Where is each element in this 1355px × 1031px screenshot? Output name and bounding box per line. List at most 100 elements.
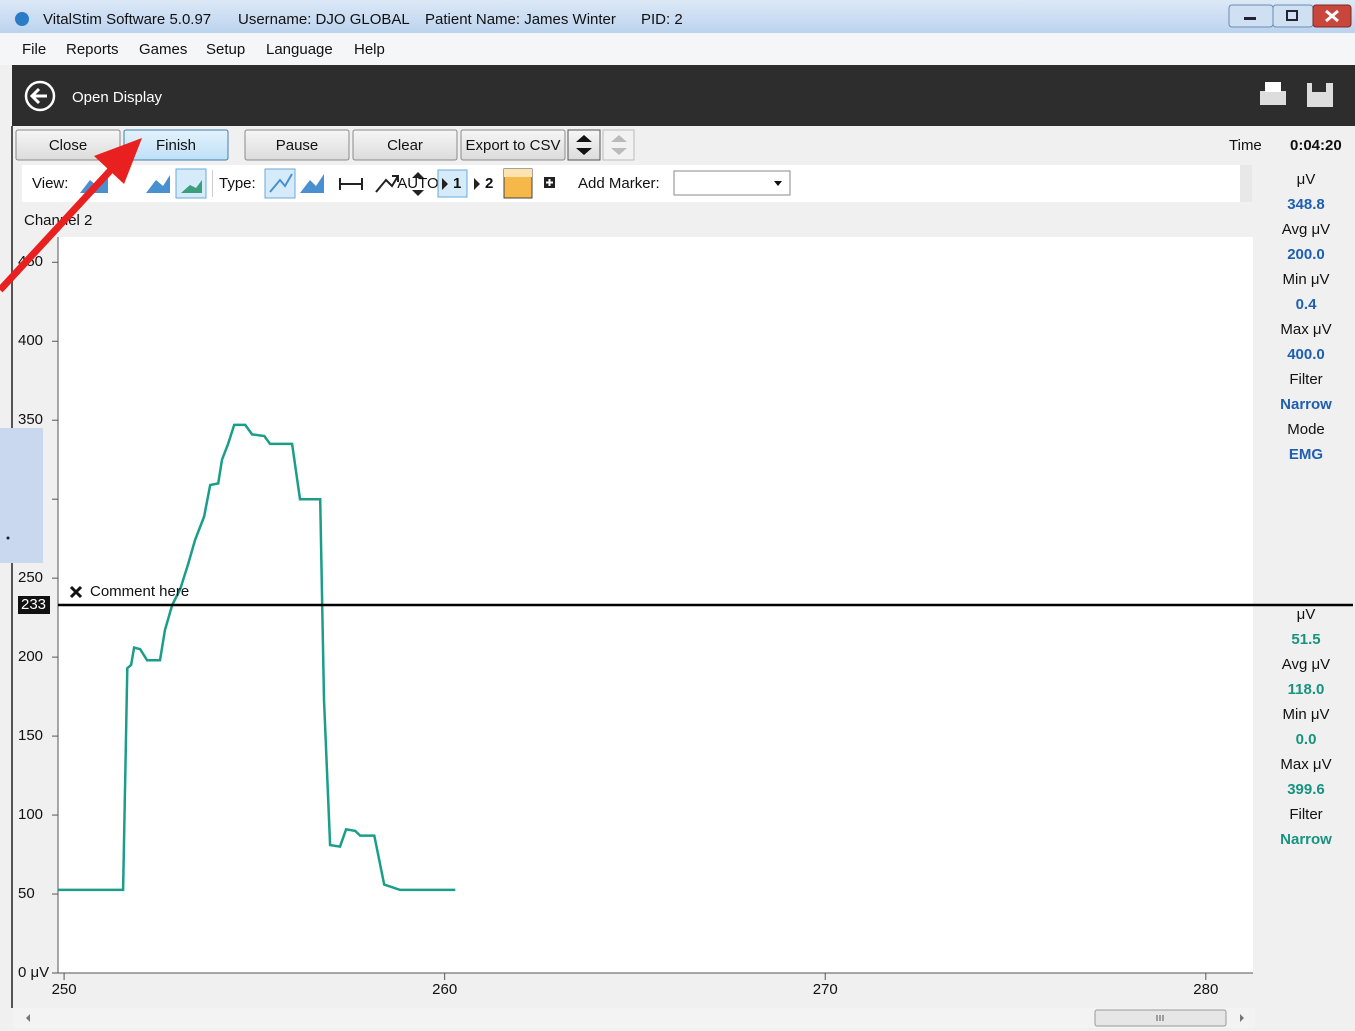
menu-item[interactable]: Help <box>354 41 385 58</box>
frame-border <box>11 126 13 1008</box>
y-tick-label: 100 <box>18 806 43 823</box>
window-controls <box>1228 4 1352 28</box>
stat-value: Narrow <box>1280 396 1332 413</box>
marker-label: 233 <box>21 596 46 613</box>
minimize-icon <box>1244 17 1256 20</box>
view-label: View: <box>32 175 68 192</box>
stat-label: Filter <box>1289 371 1322 388</box>
spin-inactive[interactable] <box>602 129 635 161</box>
toolbar-button[interactable] <box>460 129 566 161</box>
stat-label: Max μV <box>1280 321 1331 338</box>
annotation: Comment here <box>90 583 189 600</box>
minimize-button[interactable] <box>1228 4 1274 28</box>
y-tick-label: 400 <box>18 332 43 349</box>
stat-value: 0.4 <box>1296 296 1318 313</box>
view-icon[interactable] <box>146 175 170 193</box>
marker-label-box <box>18 596 50 614</box>
channel-2-icon[interactable] <box>474 178 480 190</box>
print-button[interactable] <box>1260 82 1286 105</box>
print-paper <box>1265 82 1281 92</box>
header-bar <box>12 65 1355 126</box>
spin-arrows <box>576 135 592 155</box>
toolbar <box>22 165 1240 202</box>
fit-icon[interactable] <box>339 178 363 190</box>
channel-1-icon <box>442 178 448 190</box>
type-icon-area[interactable] <box>300 174 324 193</box>
toolbar-button[interactable] <box>15 129 121 161</box>
back-button[interactable] <box>24 80 56 112</box>
y-tick-label: 200 <box>18 648 43 665</box>
app-icon <box>15 12 29 26</box>
y-tick-label: 350 <box>18 411 43 428</box>
type-icon-line <box>269 173 293 193</box>
type-icon-selected[interactable] <box>264 168 296 199</box>
popup-dot <box>6 536 10 540</box>
toolbar-separator <box>212 170 213 197</box>
add-marker-label: Add Marker: <box>578 175 660 192</box>
view-icon <box>181 180 202 193</box>
y-tick-label: 250 <box>18 569 43 586</box>
stat-value: Narrow <box>1280 831 1332 848</box>
restore-button[interactable] <box>1272 4 1314 28</box>
button-label: Pause <box>276 137 319 154</box>
menu-item[interactable]: Language <box>266 41 333 58</box>
time-value: 0:04:20 <box>1290 137 1342 154</box>
stat-label: μV <box>1297 171 1316 188</box>
stat-label: Avg μV <box>1282 221 1330 238</box>
window-pid: PID: 2 <box>641 11 683 28</box>
menu-item[interactable]: Setup <box>206 41 245 58</box>
type-label: Type: <box>219 175 256 192</box>
stat-label: Filter <box>1289 806 1322 823</box>
comment-remove-icon[interactable] <box>69 585 83 599</box>
scroll-icon[interactable] <box>375 175 399 193</box>
add-marker-plus <box>546 179 566 186</box>
stat-value: 200.0 <box>1287 246 1325 263</box>
menu-item[interactable]: Reports <box>66 41 119 58</box>
toolbar-button[interactable] <box>244 129 350 161</box>
red-arrow <box>0 138 142 293</box>
scroll-grip <box>1156 1015 1164 1021</box>
horizontal-scrollbar <box>13 1008 1255 1028</box>
button-label: Clear <box>387 137 423 154</box>
x-tick-label: 280 <box>1193 981 1218 998</box>
stat-label: Min μV <box>1283 706 1330 723</box>
window-title: VitalStim Software 5.0.97 <box>43 11 211 28</box>
arrow-head <box>94 138 142 184</box>
stat-label: Mode <box>1287 421 1325 438</box>
auto-icon[interactable] <box>412 172 424 196</box>
arrow-shaft <box>0 157 123 293</box>
popup-overlay <box>0 428 43 563</box>
stat-value: 399.6 <box>1287 781 1325 798</box>
color-icon-top <box>504 169 532 177</box>
signal-line <box>58 423 456 892</box>
spin-buttons <box>567 129 635 161</box>
save-button[interactable] <box>1307 83 1333 107</box>
stat-label: Avg μV <box>1282 656 1330 673</box>
stat-value: 0.0 <box>1296 731 1317 748</box>
button-label: Finish <box>156 137 196 154</box>
stat-value: 51.5 <box>1291 631 1320 648</box>
toolbar-scroll <box>1240 165 1252 202</box>
stat-value: EMG <box>1289 446 1323 463</box>
print-icon <box>1260 91 1286 105</box>
chart-title: Channel 2 <box>24 212 92 229</box>
spin-active[interactable] <box>567 129 601 161</box>
x-tick-label: 250 <box>52 981 77 998</box>
auto-label: AUTO <box>397 175 438 192</box>
time-label: Time <box>1229 137 1262 154</box>
button-label: Close <box>49 137 87 154</box>
menu-item[interactable]: File <box>22 41 46 58</box>
save-shutter <box>1312 83 1326 92</box>
marker-dropdown[interactable] <box>673 170 791 196</box>
y-tick-label: 150 <box>18 727 43 744</box>
channel-1-label: 1 <box>453 175 461 192</box>
menu-item[interactable]: Games <box>139 41 187 58</box>
view-icons <box>80 168 207 199</box>
stat-label: μV <box>1297 606 1316 623</box>
back-arrow <box>29 87 47 105</box>
view-icon[interactable] <box>80 173 108 193</box>
toolbar-button[interactable] <box>352 129 458 161</box>
x-tick-label: 270 <box>813 981 838 998</box>
title-bar <box>0 0 1355 33</box>
